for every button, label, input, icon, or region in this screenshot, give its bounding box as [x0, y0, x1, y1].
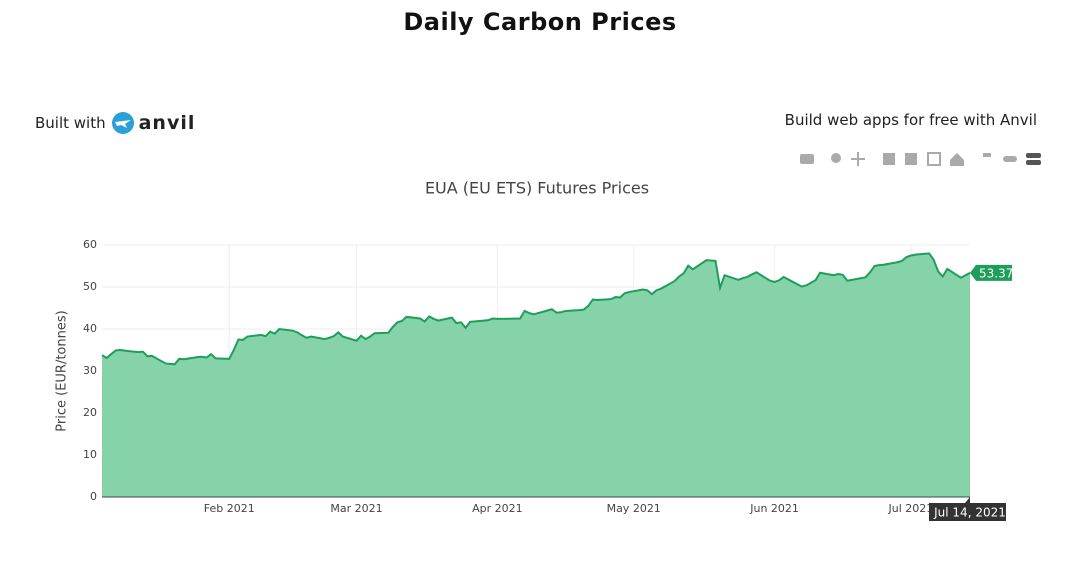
hover-x-label: Jul 14, 2021	[933, 506, 1006, 520]
area	[102, 253, 970, 497]
hover-closest-button[interactable]	[1003, 156, 1017, 162]
hover-compare-button[interactable]	[1026, 153, 1041, 158]
y-tick-label: 30	[83, 364, 97, 377]
y-tick-label: 60	[83, 238, 97, 251]
built-with-text: Built with	[35, 114, 106, 132]
page-title: Daily Carbon Prices	[403, 8, 677, 36]
x-tick-label: Mar 2021	[330, 502, 382, 515]
y-tick-label: 20	[83, 406, 97, 419]
modebar	[800, 152, 1041, 166]
camera-button[interactable]	[800, 154, 814, 164]
x-tick-label: Jul 2021	[888, 502, 934, 515]
spike-button[interactable]	[983, 153, 991, 157]
line	[101, 252, 971, 366]
zoom-out-button[interactable]	[905, 153, 917, 165]
hover-compare-button[interactable]	[1026, 160, 1041, 165]
reset-button[interactable]	[950, 153, 964, 166]
x-tick-label: Feb 2021	[204, 502, 255, 515]
zoom-in-button[interactable]	[883, 153, 895, 165]
autoscale-button[interactable]	[927, 152, 941, 166]
x-tick-label: May 2021	[607, 502, 661, 515]
y-axis-title: Price (EUR/tonnes)	[55, 310, 70, 431]
y-tick-label: 50	[83, 280, 97, 293]
x-tick-label: Jun 2021	[749, 502, 799, 515]
chart-title: EUA (EU ETS) Futures Prices	[425, 179, 649, 198]
pan-button[interactable]	[851, 152, 865, 166]
hover-x: Jul 14, 2021	[929, 497, 1006, 521]
y-tick-label: 40	[83, 322, 97, 335]
anvil-icon	[111, 112, 134, 134]
y-tick-label: 10	[83, 448, 97, 461]
hover-x-box	[929, 497, 1006, 521]
hover-y-box	[970, 264, 1012, 281]
y-tick-label: 0	[90, 490, 97, 503]
hover-y: 53.37	[970, 264, 1013, 281]
promo-link[interactable]: Build web apps for free with Anvil	[784, 111, 1037, 129]
built-with[interactable]: Built with anvil	[35, 111, 195, 135]
anvil-logo: anvil	[138, 112, 196, 134]
x-tick-label: Apr 2021	[472, 502, 523, 515]
zoom-button[interactable]	[831, 153, 841, 163]
hover-y-label: 53.37	[979, 266, 1013, 280]
